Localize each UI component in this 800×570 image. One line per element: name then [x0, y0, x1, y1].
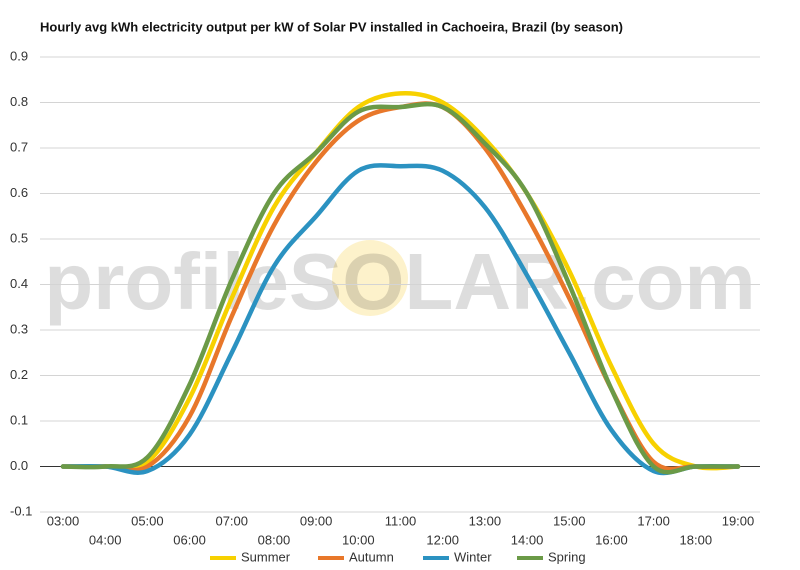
- x-tick-label: 08:00: [258, 532, 291, 547]
- x-tick-label: 16:00: [595, 532, 628, 547]
- y-tick-label: 0.0: [10, 458, 28, 473]
- legend-label: Winter: [454, 549, 492, 564]
- x-tick-label: 05:00: [131, 513, 164, 528]
- y-tick-label: 0.9: [10, 48, 28, 63]
- watermark: profileSOLAR.com: [44, 237, 755, 326]
- y-tick-label: 0.1: [10, 412, 28, 427]
- x-tick-label: 07:00: [215, 513, 248, 528]
- y-tick-label: 0.5: [10, 230, 28, 245]
- series-line: [60, 91, 741, 471]
- legend-label: Summer: [241, 549, 291, 564]
- y-tick-label: 0.4: [10, 276, 28, 291]
- chart-title: Hourly avg kWh electricity output per kW…: [40, 19, 623, 34]
- x-tick-label: 13:00: [469, 513, 502, 528]
- x-tick-label: 06:00: [173, 532, 206, 547]
- x-tick-label: 18:00: [680, 532, 713, 547]
- y-tick-label: 0.7: [10, 139, 28, 154]
- y-tick-label: 0.3: [10, 321, 28, 336]
- y-tick-label: 0.2: [10, 367, 28, 382]
- x-tick-label: 12:00: [426, 532, 459, 547]
- y-tick-label: 0.8: [10, 94, 28, 109]
- series-line: [60, 163, 741, 476]
- series-line: [60, 101, 741, 475]
- x-tick-label: 03:00: [47, 513, 80, 528]
- legend-label: Spring: [548, 549, 586, 564]
- x-tick-label: 14:00: [511, 532, 544, 547]
- x-tick-label: 17:00: [637, 513, 670, 528]
- y-tick-label: -0.1: [10, 503, 32, 518]
- x-tick-label: 19:00: [722, 513, 755, 528]
- x-tick-label: 11:00: [385, 513, 417, 528]
- y-tick-label: 0.6: [10, 185, 28, 200]
- x-tick-label: 04:00: [89, 532, 122, 547]
- x-tick-label: 09:00: [300, 513, 333, 528]
- legend-label: Autumn: [349, 549, 394, 564]
- x-tick-label: 15:00: [553, 513, 586, 528]
- watermark-sun: [332, 240, 408, 316]
- x-tick-label: 10:00: [342, 532, 375, 547]
